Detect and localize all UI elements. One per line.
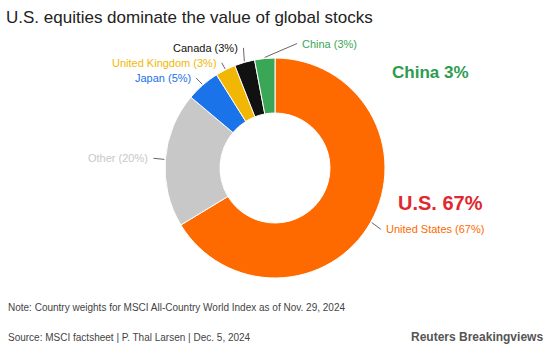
svg-text:Reuters Breakingviews: Reuters Breakingviews <box>411 330 543 344</box>
svg-text:Canada (3%): Canada (3%) <box>173 42 238 54</box>
svg-text:Note: Country weights for MSCI: Note: Country weights for MSCI All-Count… <box>8 302 345 313</box>
svg-text:U.S. equities dominate the val: U.S. equities dominate the value of glob… <box>6 8 373 27</box>
svg-text:Other (20%): Other (20%) <box>88 152 148 164</box>
svg-text:United States (67%): United States (67%) <box>386 223 484 235</box>
svg-text:U.S. 67%: U.S. 67% <box>398 192 483 214</box>
svg-text:China (3%): China (3%) <box>302 38 357 50</box>
svg-text:Japan (5%): Japan (5%) <box>135 72 191 84</box>
svg-text:United Kingdom (3%): United Kingdom (3%) <box>112 57 217 69</box>
svg-text:China 3%: China 3% <box>392 63 469 82</box>
svg-text:Source: MSCI factsheet | P. Th: Source: MSCI factsheet | P. Thal Larsen … <box>8 332 251 343</box>
